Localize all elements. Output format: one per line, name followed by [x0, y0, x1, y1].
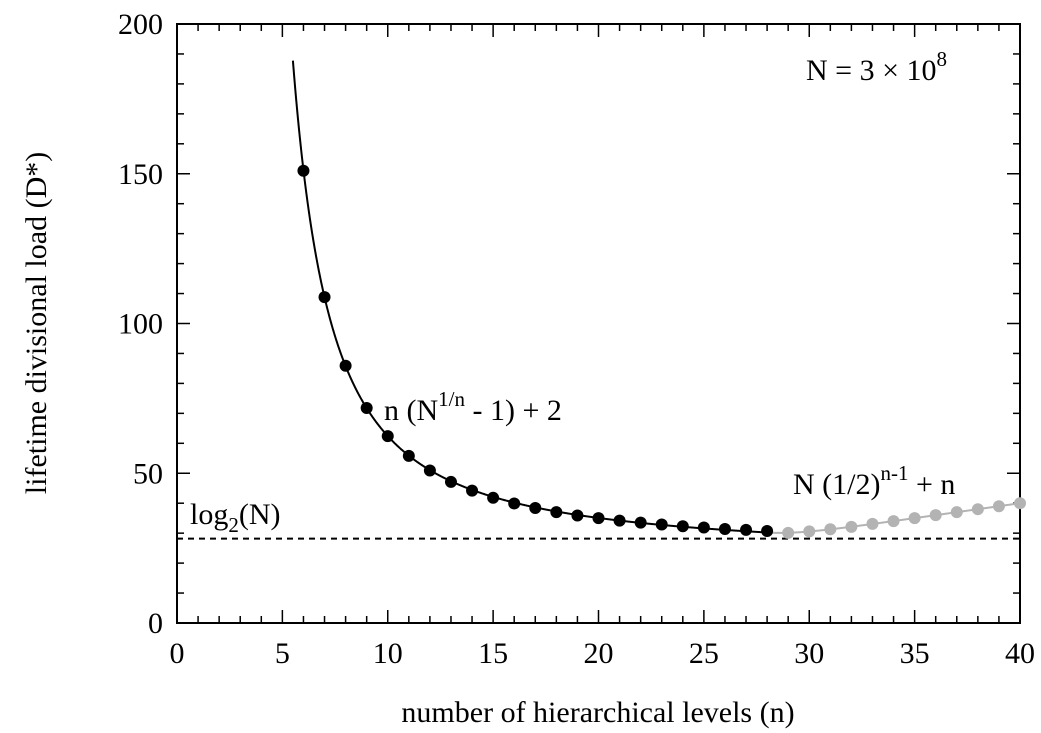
formula-2-superscript: n-1 [880, 461, 908, 485]
log-argument: (N) [239, 498, 281, 531]
series-2-point [1014, 497, 1026, 510]
x-tick-label: 25 [689, 637, 719, 670]
x-axis-label: number of hierarchical levels (n) [401, 696, 794, 729]
series-2-point [803, 525, 816, 538]
series-1-point [634, 516, 647, 529]
log-text: log [190, 498, 228, 531]
formula-1-superscript: 1/n [438, 387, 465, 411]
series-2-point [824, 523, 837, 536]
y-tick-labels: 0 50 100 150 200 [118, 8, 163, 640]
series-1-point [318, 291, 331, 304]
formula-2-part-b: + n [908, 468, 955, 501]
minor-ticks [177, 24, 1020, 623]
series-2-point [887, 515, 900, 528]
x-tick-label: 40 [1005, 637, 1035, 670]
series-1-curve [291, 60, 768, 534]
y-tick-label: 50 [133, 457, 163, 490]
y-tick-label: 0 [148, 607, 163, 640]
formula-1-part-a: n (N [384, 394, 438, 427]
n-value-annotation: N = 3 × 108 [806, 47, 947, 87]
formula-1-part-b: - 1) + 2 [465, 394, 562, 427]
series-1-point [508, 497, 521, 510]
log2n-annotation: log2(N) [190, 498, 281, 537]
series-1-point [761, 525, 774, 538]
series-1-point [466, 484, 479, 497]
series-2-point [971, 503, 984, 516]
series-1-point [613, 514, 626, 527]
n-value-text: N = 3 × 10 [806, 54, 937, 87]
series-1-point [529, 501, 542, 514]
series-2-point [950, 506, 963, 519]
x-tick-label: 30 [794, 637, 824, 670]
x-tick-label: 10 [373, 637, 403, 670]
series-1-point [592, 512, 605, 525]
series-1-point [381, 430, 394, 443]
series-2-point [845, 520, 858, 533]
series-1-point [360, 401, 373, 414]
x-tick-label: 0 [170, 637, 185, 670]
series-2-point [992, 500, 1005, 513]
y-tick-label: 200 [118, 8, 163, 41]
series-2-point [782, 526, 795, 539]
series-1-point [697, 521, 710, 534]
y-tick-label: 100 [118, 308, 163, 341]
x-tick-label: 35 [900, 637, 930, 670]
series-1-point [718, 522, 731, 535]
series-1-point [550, 506, 563, 519]
series-1-point [655, 518, 668, 531]
x-tick-label: 15 [478, 637, 508, 670]
series-1-point [740, 523, 753, 536]
series-2-point [908, 512, 921, 525]
y-axis-label: lifetime divisional load (D*) [20, 152, 53, 494]
x-tick-label: 20 [584, 637, 614, 670]
plot-frame [176, 23, 1021, 624]
log-subscript: 2 [228, 513, 239, 537]
x-tick-labels: 0 5 10 15 20 25 30 35 40 [170, 637, 1036, 670]
data-points [297, 164, 1026, 539]
formula-2-annotation: N (1/2)n-1 + n [793, 461, 955, 501]
series-1-point [402, 449, 415, 462]
formula-1-annotation: n (N1/n - 1) + 2 [384, 387, 562, 427]
series-1-point [676, 520, 689, 533]
series-2-point [866, 517, 879, 530]
y-tick-label: 150 [118, 158, 163, 191]
series-1-point [444, 475, 457, 488]
series-1-point [571, 509, 584, 522]
series-1-point [487, 491, 500, 504]
series-2-point [929, 509, 942, 522]
major-ticks [176, 23, 1021, 624]
n-value-exponent: 8 [937, 47, 948, 71]
formula-2-part-a: N (1/2) [793, 468, 880, 501]
series-1-point [297, 164, 310, 177]
x-tick-label: 5 [275, 637, 290, 670]
series-1-point [423, 464, 436, 477]
series-1-point [339, 359, 352, 372]
